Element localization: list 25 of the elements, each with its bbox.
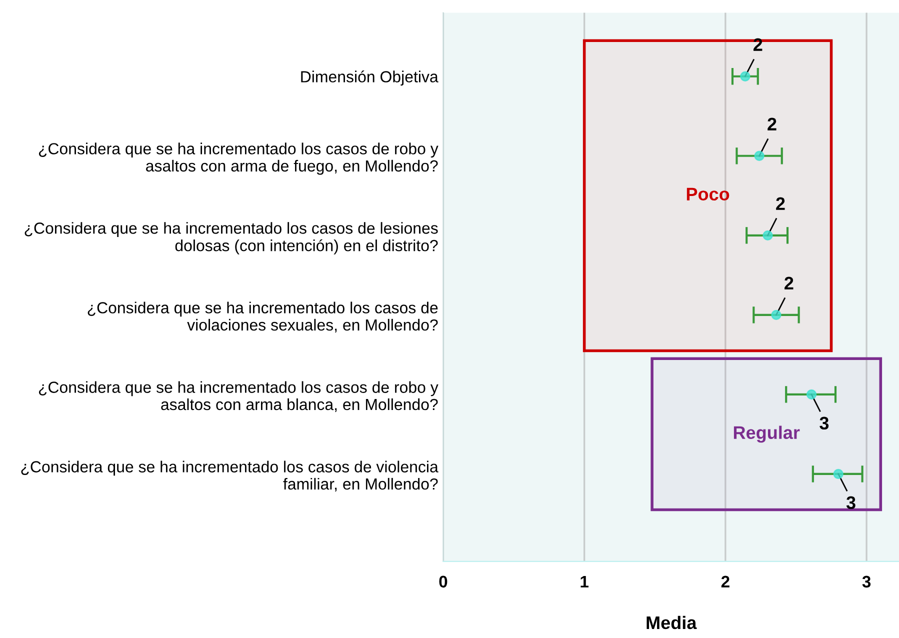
y-tick-label: ¿Considera que se ha incrementado los casos de robo y asaltos con arma de fuego, en Mollendo? xyxy=(38,142,438,175)
y-tick-label: ¿Considera que se ha incrementado los casos de violaciones sexuales, en Mollendo? xyxy=(88,302,438,333)
x-axis-title: Media xyxy=(646,616,697,630)
x-tick-label: 2 xyxy=(721,576,730,588)
data-label: 3 xyxy=(846,496,856,510)
data-label: 2 xyxy=(753,38,762,51)
x-tick-label: 0 xyxy=(439,576,448,588)
y-tick-label: ¿Considera que se ha incrementado los casos de lesiones dolosas (con intención) en el distrito? xyxy=(24,222,438,254)
x-tick-label: 3 xyxy=(862,576,871,588)
point xyxy=(833,468,844,480)
point xyxy=(806,389,817,400)
point xyxy=(740,71,750,82)
data-label: 3 xyxy=(820,416,829,430)
data-label: 2 xyxy=(784,276,794,290)
y-tick-label: ¿Considera que se ha incrementado los casos de robo y asaltos con arma blanca, en Mollendo? xyxy=(38,381,438,412)
point xyxy=(762,230,773,240)
data-label: 2 xyxy=(776,197,785,210)
x-tick-label: 1 xyxy=(580,576,588,588)
band-label: Regular xyxy=(734,426,800,443)
point xyxy=(771,310,782,320)
point xyxy=(754,150,764,161)
band-label: Poco xyxy=(686,188,730,200)
y-tick-label: Dimensión Objetiva xyxy=(301,70,438,86)
y-tick-label: ¿Considera que se ha incrementado los casos de violencia familiar, en Mollendo? xyxy=(21,460,438,492)
data-label: 2 xyxy=(768,118,776,130)
